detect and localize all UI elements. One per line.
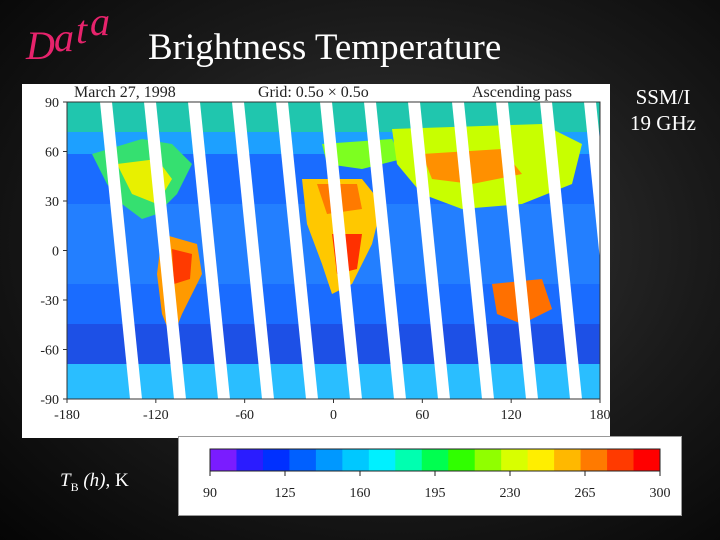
- x-tick-label: 0: [330, 408, 337, 423]
- colorbar-swatch: [501, 449, 529, 471]
- swath-gap: [496, 102, 538, 399]
- colorbar-swatch: [421, 449, 449, 471]
- x-tick-label: -120: [143, 408, 169, 423]
- map-panel: 90 60 30 0 -30 -60 -90 -180 -120 -60 0 60 120 180 Ma…: [22, 84, 610, 438]
- swath-gaps: [100, 102, 600, 399]
- colorbar-swatch: [580, 449, 608, 471]
- southern-ocean-band: [67, 324, 600, 364]
- swath-gap: [232, 102, 274, 399]
- colorbar-tick-label: 230: [500, 486, 521, 501]
- y-tick-label: -90: [40, 393, 59, 408]
- sensor-frequency: 19 GHz: [630, 111, 696, 135]
- colorbar-tick-label: 125: [275, 486, 296, 501]
- colorbar-swatch: [262, 449, 290, 471]
- swath-gap: [364, 102, 406, 399]
- colorbar-swatch: [554, 449, 582, 471]
- swath-gap: [584, 102, 600, 261]
- x-tick-label: 180: [590, 408, 611, 423]
- colorbar-swatch: [342, 449, 370, 471]
- colorbar-swatch: [607, 449, 635, 471]
- antarctic-band: [67, 364, 600, 399]
- colorbar-label-symbol: T: [60, 470, 71, 491]
- south-america-hot: [172, 249, 192, 284]
- y-tick-label: 30: [45, 195, 59, 210]
- swath-gap: [320, 102, 362, 399]
- colorbar-swatch: [315, 449, 343, 471]
- x-tick-label: -60: [235, 408, 254, 423]
- colorbar-swatch: [395, 449, 423, 471]
- y-tick-label: 0: [52, 245, 59, 260]
- x-tick-label: 60: [415, 408, 429, 423]
- map-pass-label: Ascending pass: [472, 84, 572, 101]
- data-letter-a1: a: [54, 15, 74, 60]
- colorbar-swatch: [368, 449, 396, 471]
- y-tick-label: 60: [45, 146, 59, 161]
- colorbar-swatch: [474, 449, 502, 471]
- colorbar-swatch: [236, 449, 264, 471]
- colorbar-ticks: 90 125 160 195 230 265 300: [203, 471, 671, 501]
- colorbar-panel: 90 125 160 195 230 265 300: [178, 436, 682, 516]
- colorbar-swatches: [210, 449, 661, 471]
- colorbar-tick-label: 195: [425, 486, 446, 501]
- swath-gap: [144, 102, 186, 399]
- colorbar-tick-label: 160: [350, 486, 371, 501]
- page-title: Brightness Temperature: [148, 27, 502, 68]
- colorbar-label-var: (h): [83, 470, 106, 491]
- y-tick-label: 90: [45, 96, 59, 111]
- colorbar-swatch: [633, 449, 661, 471]
- data-wordmark: D a t a: [26, 0, 126, 74]
- colorbar-swatch: [210, 449, 237, 471]
- colorbar-tick-label: 265: [575, 486, 596, 501]
- colorbar-tick-label: 300: [650, 486, 671, 501]
- colorbar-tick-label: 90: [203, 486, 217, 501]
- asia-hot: [422, 149, 522, 184]
- swath-gap: [188, 102, 230, 399]
- y-tick-label: -30: [40, 294, 59, 309]
- map-plot: 90 60 30 0 -30 -60 -90 -180 -120 -60 0 60 120 180: [40, 96, 610, 423]
- y-axis: 90 60 30 0 -30 -60 -90: [40, 96, 67, 408]
- y-tick-label: -60: [40, 344, 59, 359]
- colorbar-swatch: [289, 449, 317, 471]
- colorbar-label: TB (h), K: [60, 470, 129, 495]
- colorbar-label-sub: B: [70, 479, 79, 494]
- x-tick-label: -180: [54, 408, 80, 423]
- map-date: March 27, 1998: [74, 84, 176, 101]
- data-letter-d: D: [26, 23, 55, 68]
- sensor-label: SSM/I 19 GHz: [612, 84, 714, 136]
- colorbar-swatch: [527, 449, 555, 471]
- swath-gap: [540, 102, 582, 399]
- swath-gap: [100, 102, 142, 399]
- x-axis: -180 -120 -60 0 60 120 180: [54, 399, 610, 423]
- swath-gap: [408, 102, 450, 399]
- data-letter-a2: a: [90, 0, 110, 44]
- colorbar: 90 125 160 195 230 265 300: [203, 448, 671, 501]
- colorbar-swatch: [448, 449, 476, 471]
- sensor-name: SSM/I: [635, 85, 691, 109]
- map-grid-label: Grid: 0.5o × 0.5o: [258, 84, 369, 101]
- colorbar-label-unit: , K: [105, 470, 129, 491]
- x-tick-label: 120: [501, 408, 522, 423]
- swath-gap: [276, 102, 318, 399]
- swath-gap: [452, 102, 494, 399]
- data-letter-t: t: [76, 7, 88, 52]
